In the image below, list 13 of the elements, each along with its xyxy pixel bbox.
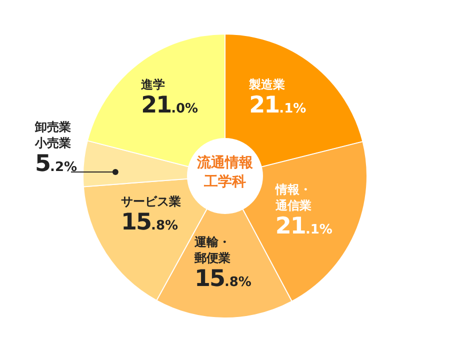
data-label: 15.8% (120, 210, 178, 236)
slice-label: 卸売業小売業 (34, 120, 71, 150)
slice-label: 進学 (140, 77, 166, 92)
slice-label: 情報・通信業 (274, 182, 312, 213)
data-label: 5.2% (35, 151, 78, 177)
slice-label: 運輸・郵便業 (193, 235, 230, 265)
slice-label: サービス業 (120, 194, 181, 209)
data-label: 21.1% (275, 214, 332, 240)
slice-label: 製造業 (248, 78, 286, 92)
data-label: 21.1% (249, 92, 306, 119)
text: 流通情報工学科 (196, 154, 254, 190)
data-label: 21.0% (141, 92, 198, 118)
data-label: 15.8% (194, 266, 252, 292)
